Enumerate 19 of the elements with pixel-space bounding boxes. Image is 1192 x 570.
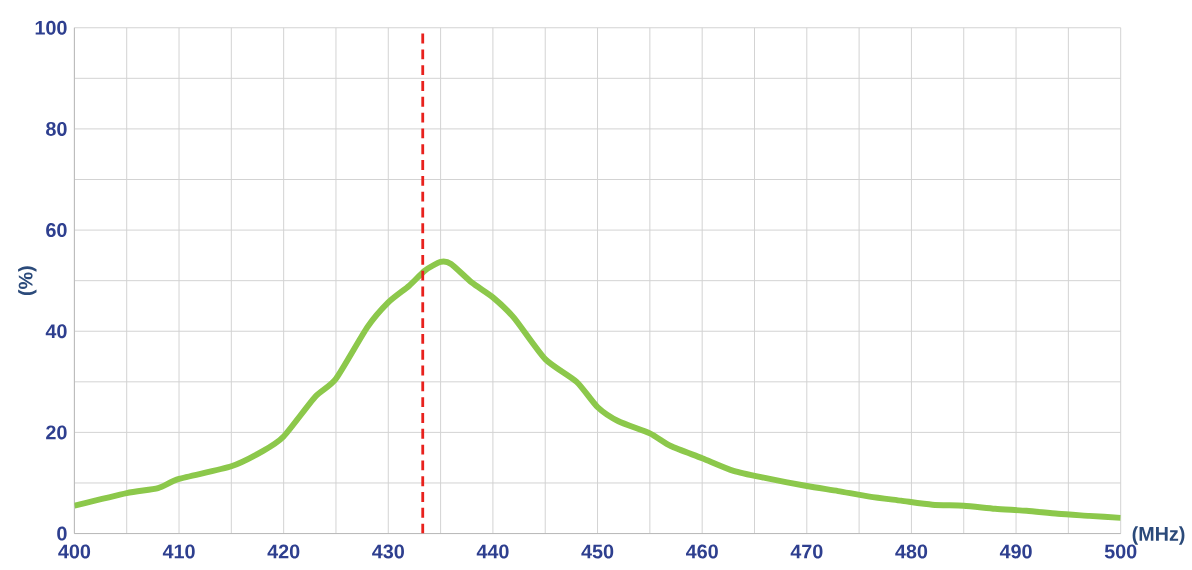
x-axis-title: (MHz) xyxy=(1132,526,1185,545)
x-tick-label: 470 xyxy=(790,544,823,559)
y-tick-label: 100 xyxy=(35,20,67,35)
x-tick-label: 430 xyxy=(372,544,404,559)
y-tick-label: 20 xyxy=(46,425,67,440)
x-tick-label: 440 xyxy=(476,544,509,559)
y-tick-label: 80 xyxy=(46,121,67,136)
x-tick-label: 450 xyxy=(581,544,614,559)
x-tick-label: 500 xyxy=(1104,544,1137,559)
y-tick-label: 0 xyxy=(57,526,67,541)
y-tick-label: 60 xyxy=(46,222,67,237)
x-tick-label: 400 xyxy=(58,544,91,559)
x-tick-label: 420 xyxy=(267,544,300,559)
x-tick-label: 410 xyxy=(162,544,195,559)
y-axis-title: (%) xyxy=(18,266,37,295)
x-tick-label: 460 xyxy=(686,544,718,559)
x-tick-label: 490 xyxy=(999,544,1032,559)
y-tick-label: 40 xyxy=(45,324,67,339)
x-tick-label: 480 xyxy=(895,544,928,559)
